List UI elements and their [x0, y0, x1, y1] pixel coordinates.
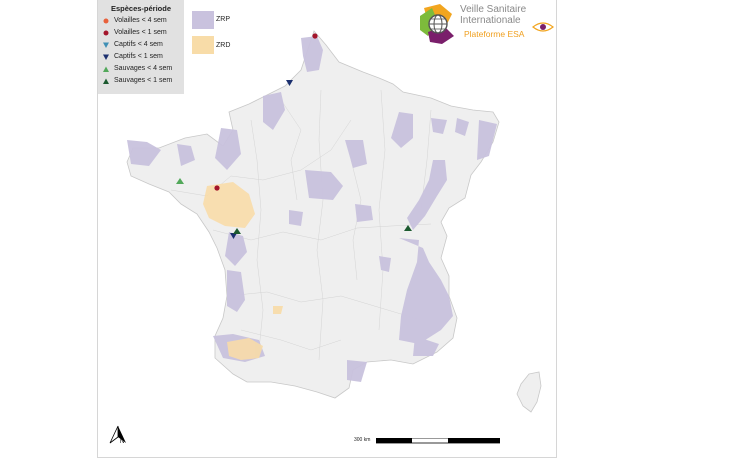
marker-sauvages-1sem	[233, 228, 241, 234]
circle-icon	[103, 30, 109, 36]
legend-label: Sauvages < 1 sem	[114, 77, 173, 84]
legend-box: Espèces-période Volailles < 4 sem Volail…	[98, 0, 184, 94]
marker-captifs-1sem	[286, 80, 293, 86]
triangle-down-icon	[103, 42, 109, 48]
triangle-down-icon	[103, 54, 109, 60]
legend-item-volailles-4sem: Volailles < 4 sem	[102, 16, 186, 26]
scale-bar-graphic	[376, 438, 500, 444]
zrd-label: ZRD	[216, 42, 231, 49]
legend-label: Volailles < 1 sem	[114, 29, 167, 36]
legend-item-sauvages-4sem: Sauvages < 4 sem	[102, 64, 186, 74]
zrp-zones	[127, 36, 497, 382]
legend-item-sauvages-1sem: Sauvages < 1 sem	[102, 76, 186, 86]
logo-globe-icon	[420, 4, 454, 44]
france-map	[126, 30, 542, 413]
legend-item-volailles-1sem: Volailles < 1 sem	[102, 28, 186, 38]
legend-label: Captifs < 1 sem	[114, 53, 163, 60]
zrd-swatch	[192, 36, 214, 54]
triangle-up-icon	[103, 66, 109, 72]
zrp-label: ZRP	[216, 16, 230, 23]
veille-sanitaire-logo: Veille Sanitaire Internationale Platefor…	[418, 2, 556, 48]
marker-volailles-1sem	[214, 185, 220, 191]
legend-label: Sauvages < 4 sem	[114, 65, 173, 72]
marker-captifs-1sem	[230, 233, 237, 239]
legend-label: Volailles < 4 sem	[114, 17, 167, 24]
north-arrow-icon: N	[106, 425, 130, 445]
marker-sauvages-1sem	[404, 225, 412, 231]
zrd-zones	[203, 182, 283, 360]
logo-eye-icon	[532, 22, 554, 32]
legend-title: Espèces-période	[110, 4, 172, 13]
marker-volailles-1sem	[312, 33, 318, 39]
legend-label: Captifs < 4 sem	[114, 41, 163, 48]
zrp-swatch	[192, 11, 214, 29]
map-frame	[97, 0, 557, 458]
triangle-up-icon	[103, 78, 109, 84]
department-borders	[170, 89, 432, 361]
logo-line-2: Internationale	[460, 15, 521, 26]
circle-icon	[103, 18, 109, 24]
logo-line-3: Plateforme ESA	[464, 29, 525, 39]
svg-text:N: N	[120, 439, 124, 445]
scale-bar: 300 km	[354, 437, 504, 447]
corsica	[516, 371, 542, 413]
scale-label: 300 km	[354, 437, 371, 443]
logo-line-1: Veille Sanitaire	[460, 4, 527, 15]
marker-sauvages-4sem	[176, 178, 184, 184]
legend-item-captifs-1sem: Captifs < 1 sem	[102, 52, 186, 62]
legend-item-captifs-4sem: Captifs < 4 sem	[102, 40, 186, 50]
outbreak-markers	[176, 33, 412, 239]
